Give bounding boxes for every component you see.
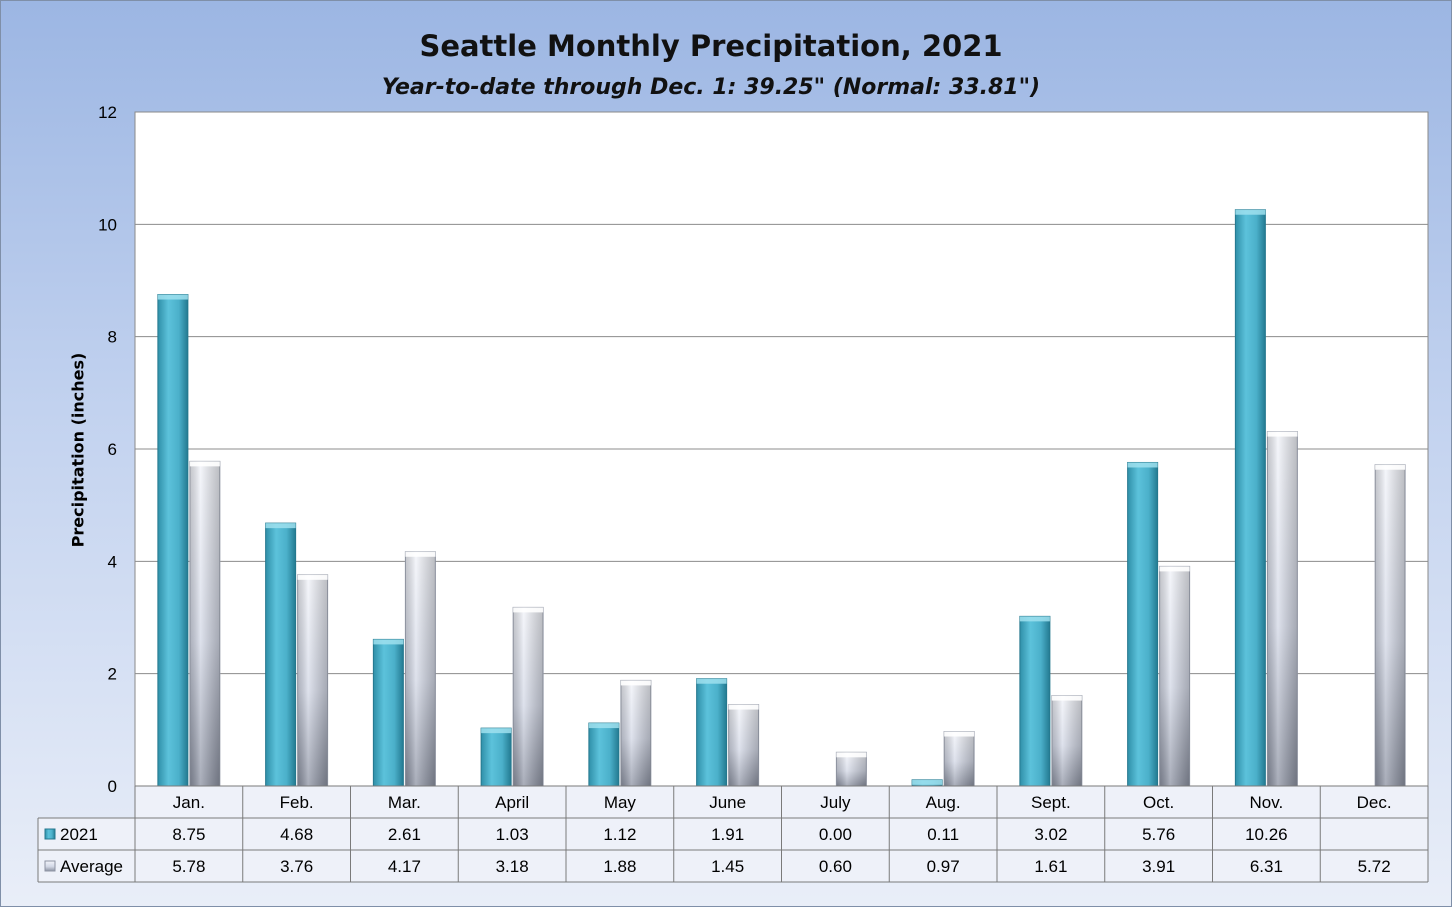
bar-2021	[1234, 209, 1266, 787]
bar-2021-highlight	[1235, 209, 1266, 215]
data-label: 4.17	[388, 857, 421, 876]
data-label: 0.00	[819, 825, 852, 844]
legend-label: 2021	[60, 825, 98, 844]
legend-label: Average	[60, 857, 123, 876]
bar-2021	[696, 678, 728, 787]
bar-2021-highlight	[912, 779, 943, 785]
bar-average-highlight	[1375, 464, 1406, 470]
bar-2021-highlight	[696, 678, 727, 684]
bar-average-shade	[513, 607, 544, 786]
x-tick-label: Oct.	[1143, 793, 1174, 812]
data-label: 3.76	[280, 857, 313, 876]
data-label: 4.68	[280, 825, 313, 844]
data-label: 8.75	[172, 825, 205, 844]
bar-average-highlight	[944, 731, 975, 737]
y-tick-label: 12	[98, 103, 117, 122]
bar-average-highlight	[728, 704, 759, 710]
bar-average-shade	[1159, 566, 1190, 786]
x-tick-label: July	[820, 793, 851, 812]
x-tick-label: May	[604, 793, 637, 812]
data-label: 1.91	[711, 825, 744, 844]
data-table: Jan. Feb. Mar. April May June July Aug. Sept. Oct…	[37, 785, 1429, 883]
bar-average-shade	[620, 680, 651, 786]
bar-2021-highlight	[588, 723, 619, 729]
data-label: 3.91	[1142, 857, 1175, 876]
x-tick-label: Sept.	[1031, 793, 1071, 812]
data-label: 0.11	[927, 825, 959, 844]
data-label: 10.26	[1245, 825, 1288, 844]
data-label: 0.97	[927, 857, 960, 876]
bar-2021	[157, 294, 189, 787]
bar-average-highlight	[1051, 695, 1082, 701]
data-label: 5.78	[172, 857, 205, 876]
data-label: 0.60	[819, 857, 852, 876]
y-tick-label: 4	[108, 552, 117, 571]
x-tick-label: June	[709, 793, 746, 812]
bar-average-shade	[405, 551, 436, 786]
bar-average-shade	[1267, 431, 1298, 786]
legend-swatch	[44, 828, 56, 840]
bar-average-highlight	[189, 461, 220, 467]
bar-average-shade	[728, 704, 759, 786]
bar-average-highlight	[1267, 431, 1298, 437]
bar-average-highlight	[836, 752, 867, 758]
x-tick-label: Dec.	[1357, 793, 1392, 812]
chart-title: Seattle Monthly Precipitation, 2021	[419, 29, 1003, 63]
bar-average-shade	[1375, 464, 1406, 786]
x-tick-label: Nov.	[1250, 793, 1284, 812]
data-label: 1.88	[603, 857, 636, 876]
bar-average-highlight	[1159, 566, 1190, 572]
x-tick-label: Mar.	[388, 793, 421, 812]
gridlines	[135, 223, 1428, 675]
x-tick-label: Jan.	[173, 793, 205, 812]
y-tick-label: 8	[108, 328, 117, 347]
y-tick-label: 10	[98, 215, 117, 234]
data-label: 2.61	[388, 825, 421, 844]
bar-2021	[480, 727, 512, 787]
bar-2021	[265, 522, 297, 787]
y-axis-ticks: 0 2 4 6 8 10 12	[98, 103, 117, 796]
data-label: 3.02	[1034, 825, 1067, 844]
bar-average-shade	[297, 574, 328, 786]
bar-average-highlight	[620, 680, 651, 686]
bar-2021-highlight	[265, 523, 296, 529]
data-label: 5.76	[1142, 825, 1175, 844]
y-tick-label: 6	[108, 440, 117, 459]
data-label: 1.45	[711, 857, 744, 876]
chart-subtitle: Year-to-date through Dec. 1: 39.25" (Nor…	[381, 75, 1041, 100]
x-tick-label: Aug.	[926, 793, 961, 812]
bar-average-shade	[944, 731, 975, 786]
bar-average-shade	[189, 461, 220, 786]
data-label: 1.03	[496, 825, 529, 844]
bar-2021-highlight	[1127, 462, 1158, 468]
bar-2021	[372, 638, 404, 787]
legend-swatch	[44, 860, 56, 872]
data-label: 5.72	[1358, 857, 1391, 876]
bar-2021-highlight	[1019, 616, 1050, 622]
bar-average-highlight	[405, 551, 436, 557]
bar-2021	[1019, 615, 1051, 787]
bar-2021-highlight	[157, 294, 188, 300]
data-label: 3.18	[496, 857, 529, 876]
bar-average-highlight	[513, 607, 544, 613]
bar-average-highlight	[297, 574, 328, 580]
bar-2021-highlight	[373, 639, 404, 645]
data-label: 1.61	[1034, 857, 1067, 876]
bars	[157, 209, 1406, 787]
bar-2021	[1127, 461, 1159, 787]
bar-average-shade	[1051, 695, 1082, 786]
y-tick-label: 2	[108, 665, 117, 684]
bar-average-shade	[836, 752, 867, 786]
x-tick-label: April	[495, 793, 529, 812]
x-tick-label: Feb.	[280, 793, 314, 812]
data-label: 1.12	[603, 825, 636, 844]
bar-2021	[588, 722, 620, 787]
bar-2021-highlight	[481, 728, 512, 734]
y-tick-label: 0	[108, 777, 117, 796]
data-label: 6.31	[1250, 857, 1283, 876]
